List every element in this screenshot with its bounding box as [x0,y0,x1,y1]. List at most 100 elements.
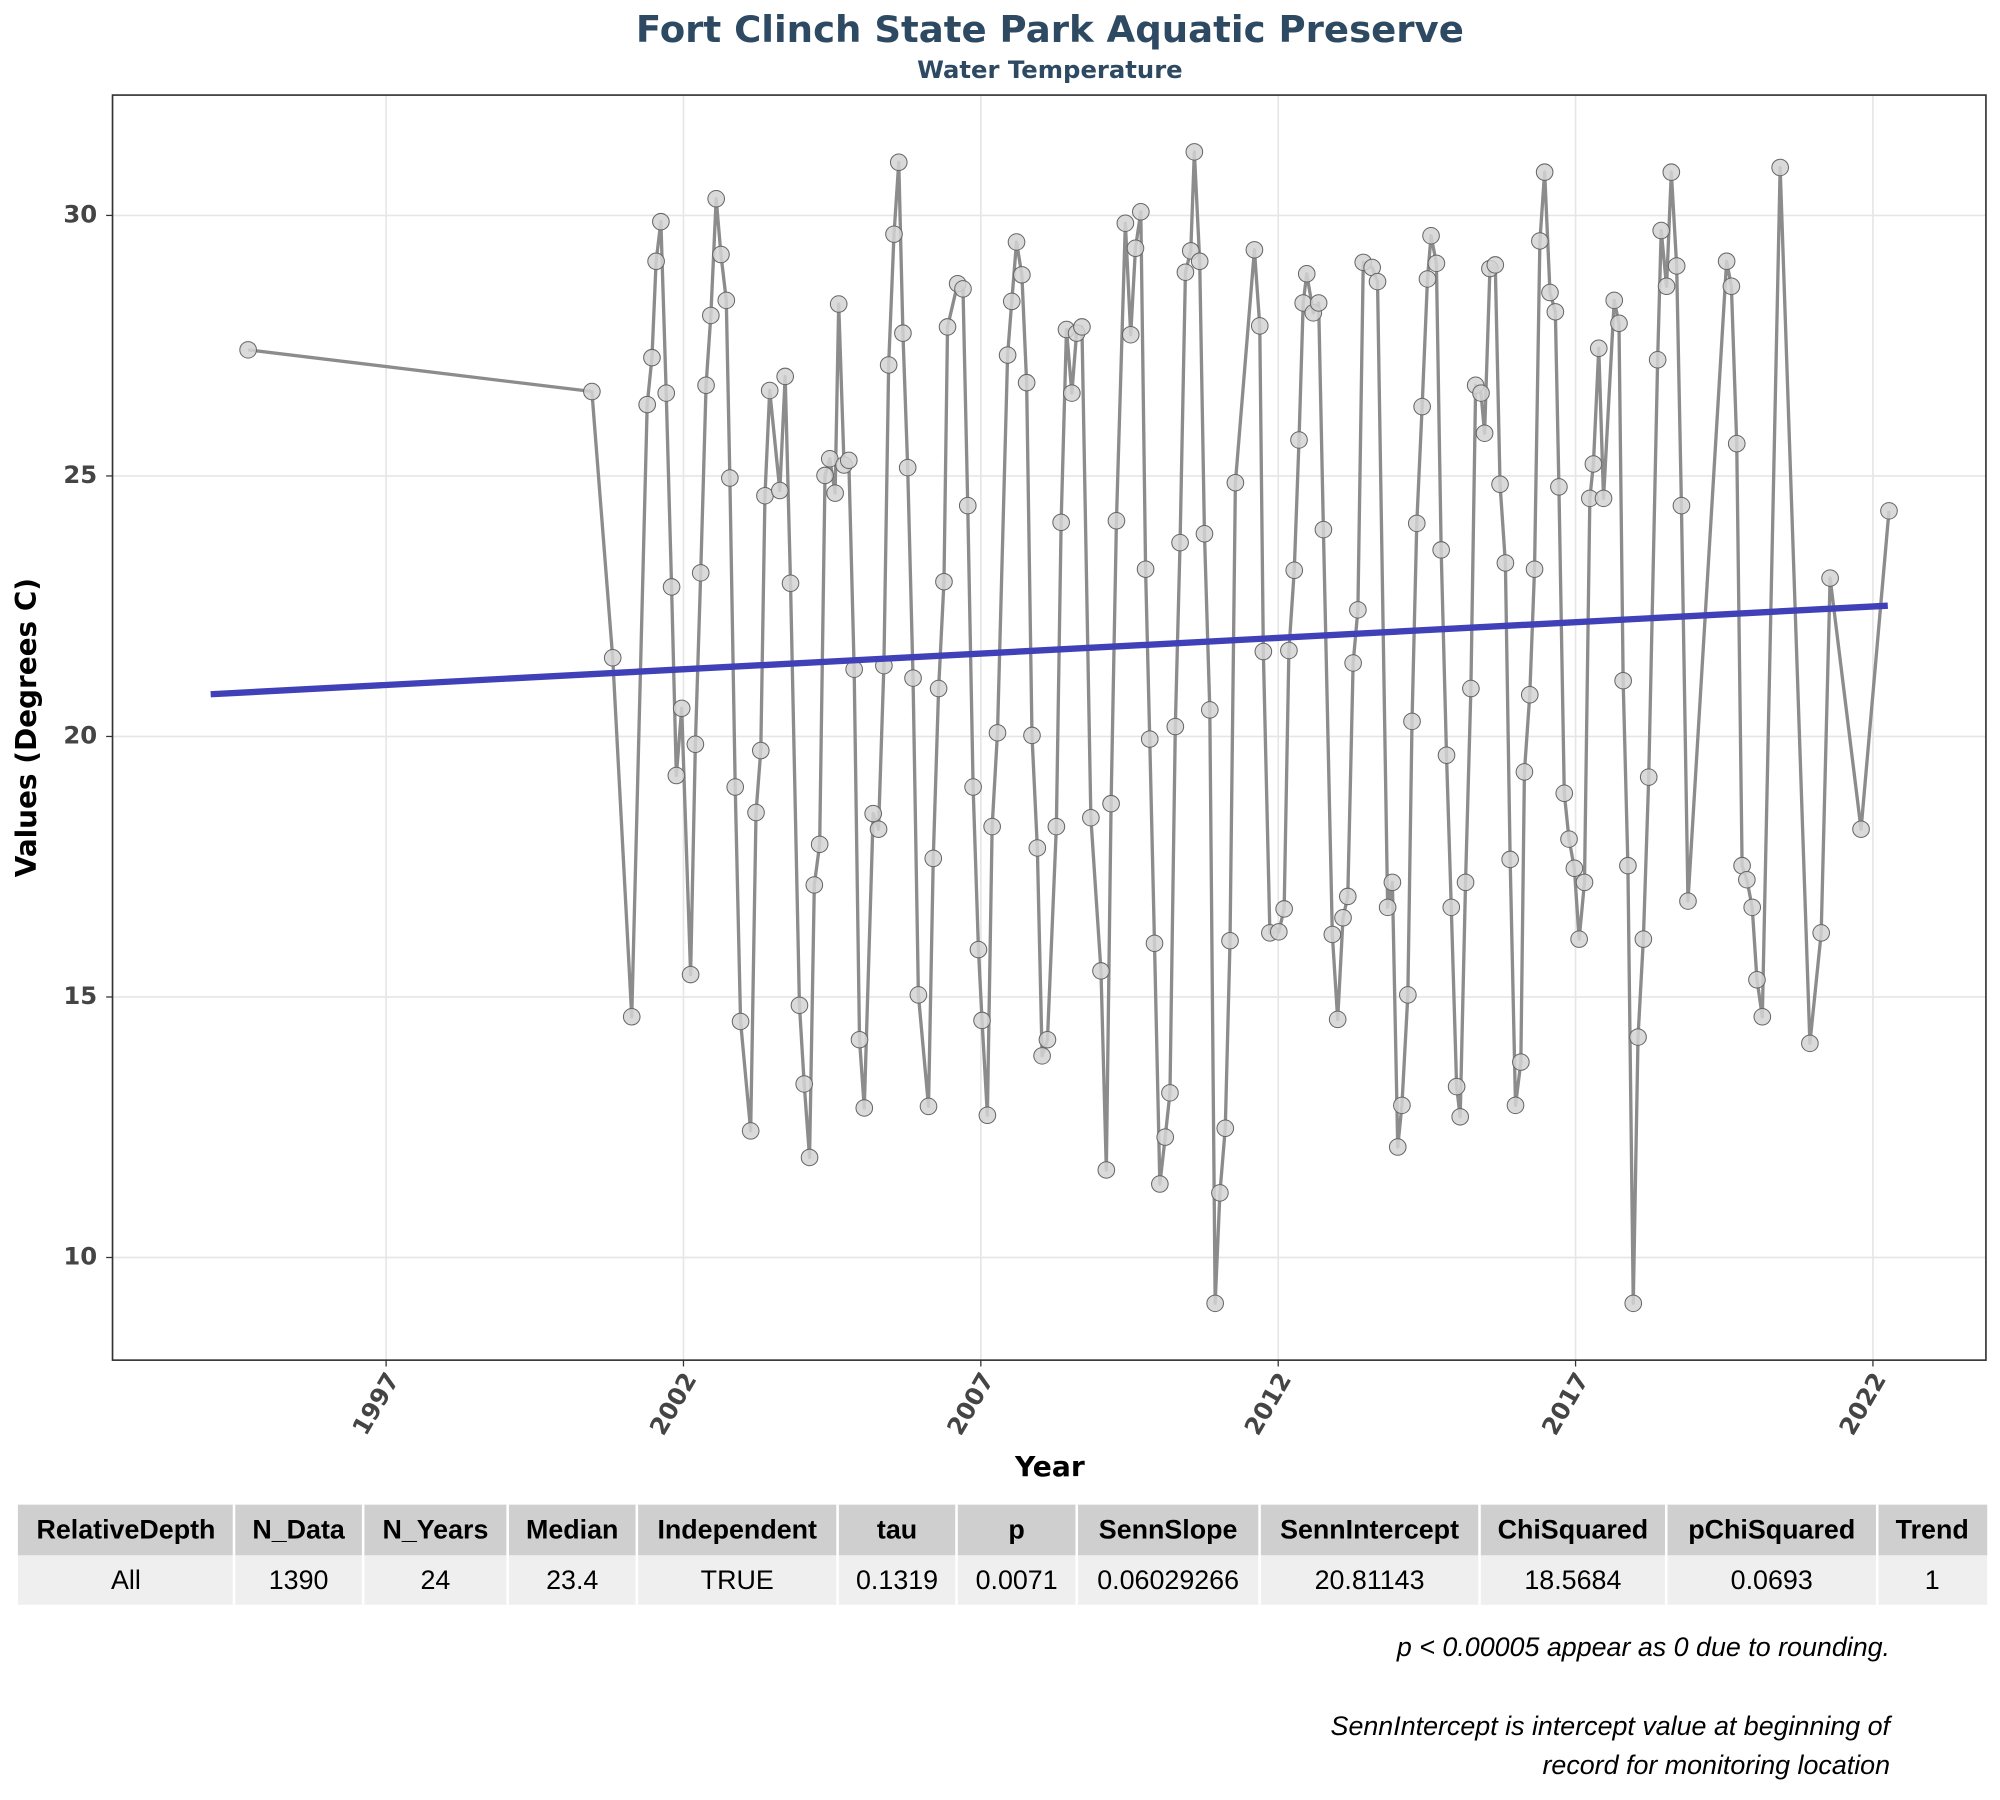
table-header-cell: Median [526,1514,618,1544]
data-point [869,820,888,838]
data-point [1717,252,1736,271]
table-header-cell: ChiSquared [1498,1514,1649,1544]
data-point [1285,561,1304,579]
data-point [1388,1138,1407,1156]
data-point [1771,158,1789,177]
footnotes: p < 0.00005 appear as 0 due to rounding.… [1331,1632,1893,1780]
data-point [983,817,1001,836]
data-point [721,469,739,487]
data-point [1245,241,1264,259]
data-point [988,724,1007,742]
data-point [1451,1108,1470,1126]
data-point [681,965,700,984]
data-point [1102,794,1120,813]
data-point [1314,520,1333,539]
data-point [1413,397,1431,416]
data-point [1475,424,1494,442]
table-cell: 1 [1925,1565,1940,1595]
data-point [1610,314,1628,333]
data-point [1038,1030,1057,1049]
data-point [672,699,691,718]
data-point [935,572,953,591]
footnote: record for monitoring location [1542,1750,1890,1780]
data-point [964,778,982,796]
data-point [894,324,912,342]
data-point [1221,931,1239,950]
data-point [1082,808,1100,827]
data-point [1589,339,1608,358]
data-point [1512,1053,1530,1071]
data-point [1047,817,1066,836]
data-point [747,803,765,822]
data-point [805,876,824,894]
data-point [1166,717,1185,736]
data-point [879,356,898,374]
data-point [1107,512,1126,530]
data-point [864,804,883,823]
data-point [1023,726,1041,745]
data-point [1017,373,1036,392]
data-point [810,835,829,854]
data-point [829,295,848,313]
data-point [1151,1175,1169,1193]
data-point [1520,686,1539,704]
data-point [1176,263,1195,281]
data-point [1555,784,1574,803]
table-header-cell: SennSlope [1099,1514,1238,1544]
data-point [1250,317,1269,335]
data-point [938,318,957,336]
data-point [1496,554,1515,572]
data-point [1254,642,1273,661]
table-cell: 0.0071 [976,1565,1058,1595]
data-point [795,1075,814,1093]
data-point [1190,252,1209,271]
data-point [839,451,858,470]
y-tick-label: 20 [63,722,97,750]
data-point [691,564,710,582]
table-header-cell: N_Years [382,1514,488,1544]
data-point [1422,227,1440,245]
data-point [954,280,972,298]
y-axis-label: Values (Degrees C) [10,578,43,877]
data-point [1648,351,1667,369]
y-tick-label: 10 [63,1243,97,1271]
data-point [1462,679,1480,698]
data-point [667,766,686,785]
data-point [622,1008,641,1026]
data-point [1584,455,1603,473]
data-point [1092,962,1110,980]
data-point [1619,856,1637,875]
panel-border [111,94,1987,1361]
data-point [1378,898,1397,917]
data-point [924,849,943,868]
plot-area [112,95,1986,1361]
data-point [603,649,622,667]
data-point [919,1097,938,1116]
data-point [751,741,770,760]
data-point [1679,892,1697,910]
data-point [1328,1010,1347,1029]
data-point [1393,1096,1411,1115]
table-header-cell: Independent [657,1514,817,1544]
y-tick-label: 15 [63,982,97,1010]
data-point [1652,221,1671,240]
data-point [1073,318,1091,336]
table-header-bg [17,1504,1988,1556]
data-point [885,225,903,243]
data-point [1323,925,1342,944]
chart-title: Fort Clinch State Park Aquatic Preserve [636,8,1464,51]
data-point [1195,525,1214,543]
data-point [1614,671,1632,690]
data-point [652,212,670,231]
data-point [657,384,676,402]
data-point [1334,909,1352,927]
data-point [1535,163,1554,181]
table-header-cell: Trend [1896,1514,1969,1544]
data-point [1269,923,1288,941]
chart-subtitle: Water Temperature [917,56,1183,84]
data-point [909,986,928,1004]
data-point [702,306,720,325]
data-point [643,348,661,367]
data-point [1383,873,1402,892]
